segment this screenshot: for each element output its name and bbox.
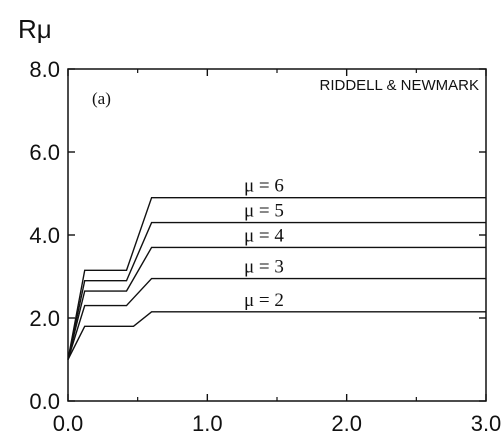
series-line — [67, 311, 486, 360]
x-tick-label: 0.0 — [53, 411, 84, 436]
series-line — [67, 221, 486, 360]
x-tick-labels: 0.0 1.0 2.0 3.0 — [53, 411, 502, 436]
y-tick-label: 0.0 — [29, 389, 60, 414]
series-labels: μ = 2 μ = 3 μ = 4 μ = 5 μ = 6 — [244, 176, 284, 311]
y-tick-label: 2.0 — [29, 306, 60, 331]
series-label: μ = 5 — [244, 201, 284, 222]
series-label: μ = 2 — [244, 290, 284, 311]
series-label: μ = 3 — [244, 257, 284, 278]
y-axis-label: Rμ — [18, 14, 52, 44]
y-tick-label: 4.0 — [29, 223, 60, 248]
series-line — [67, 277, 486, 360]
series-line — [67, 196, 486, 360]
y-tick-label: 8.0 — [29, 57, 60, 82]
y-tick-labels: 0.0 2.0 4.0 6.0 8.0 — [29, 57, 60, 414]
series-label: μ = 6 — [244, 176, 284, 197]
panel-label: (a) — [92, 89, 111, 108]
x-tick-label: 3.0 — [471, 411, 502, 436]
source-label: RIDDELL & NEWMARK — [320, 77, 479, 94]
x-tick-label: 2.0 — [331, 411, 362, 436]
series-label: μ = 4 — [244, 225, 284, 246]
y-tick-label: 6.0 — [29, 140, 60, 165]
axes-frame-group — [67, 68, 487, 402]
x-tick-label: 1.0 — [192, 411, 223, 436]
series-lines — [67, 196, 486, 360]
series-line — [67, 246, 486, 360]
